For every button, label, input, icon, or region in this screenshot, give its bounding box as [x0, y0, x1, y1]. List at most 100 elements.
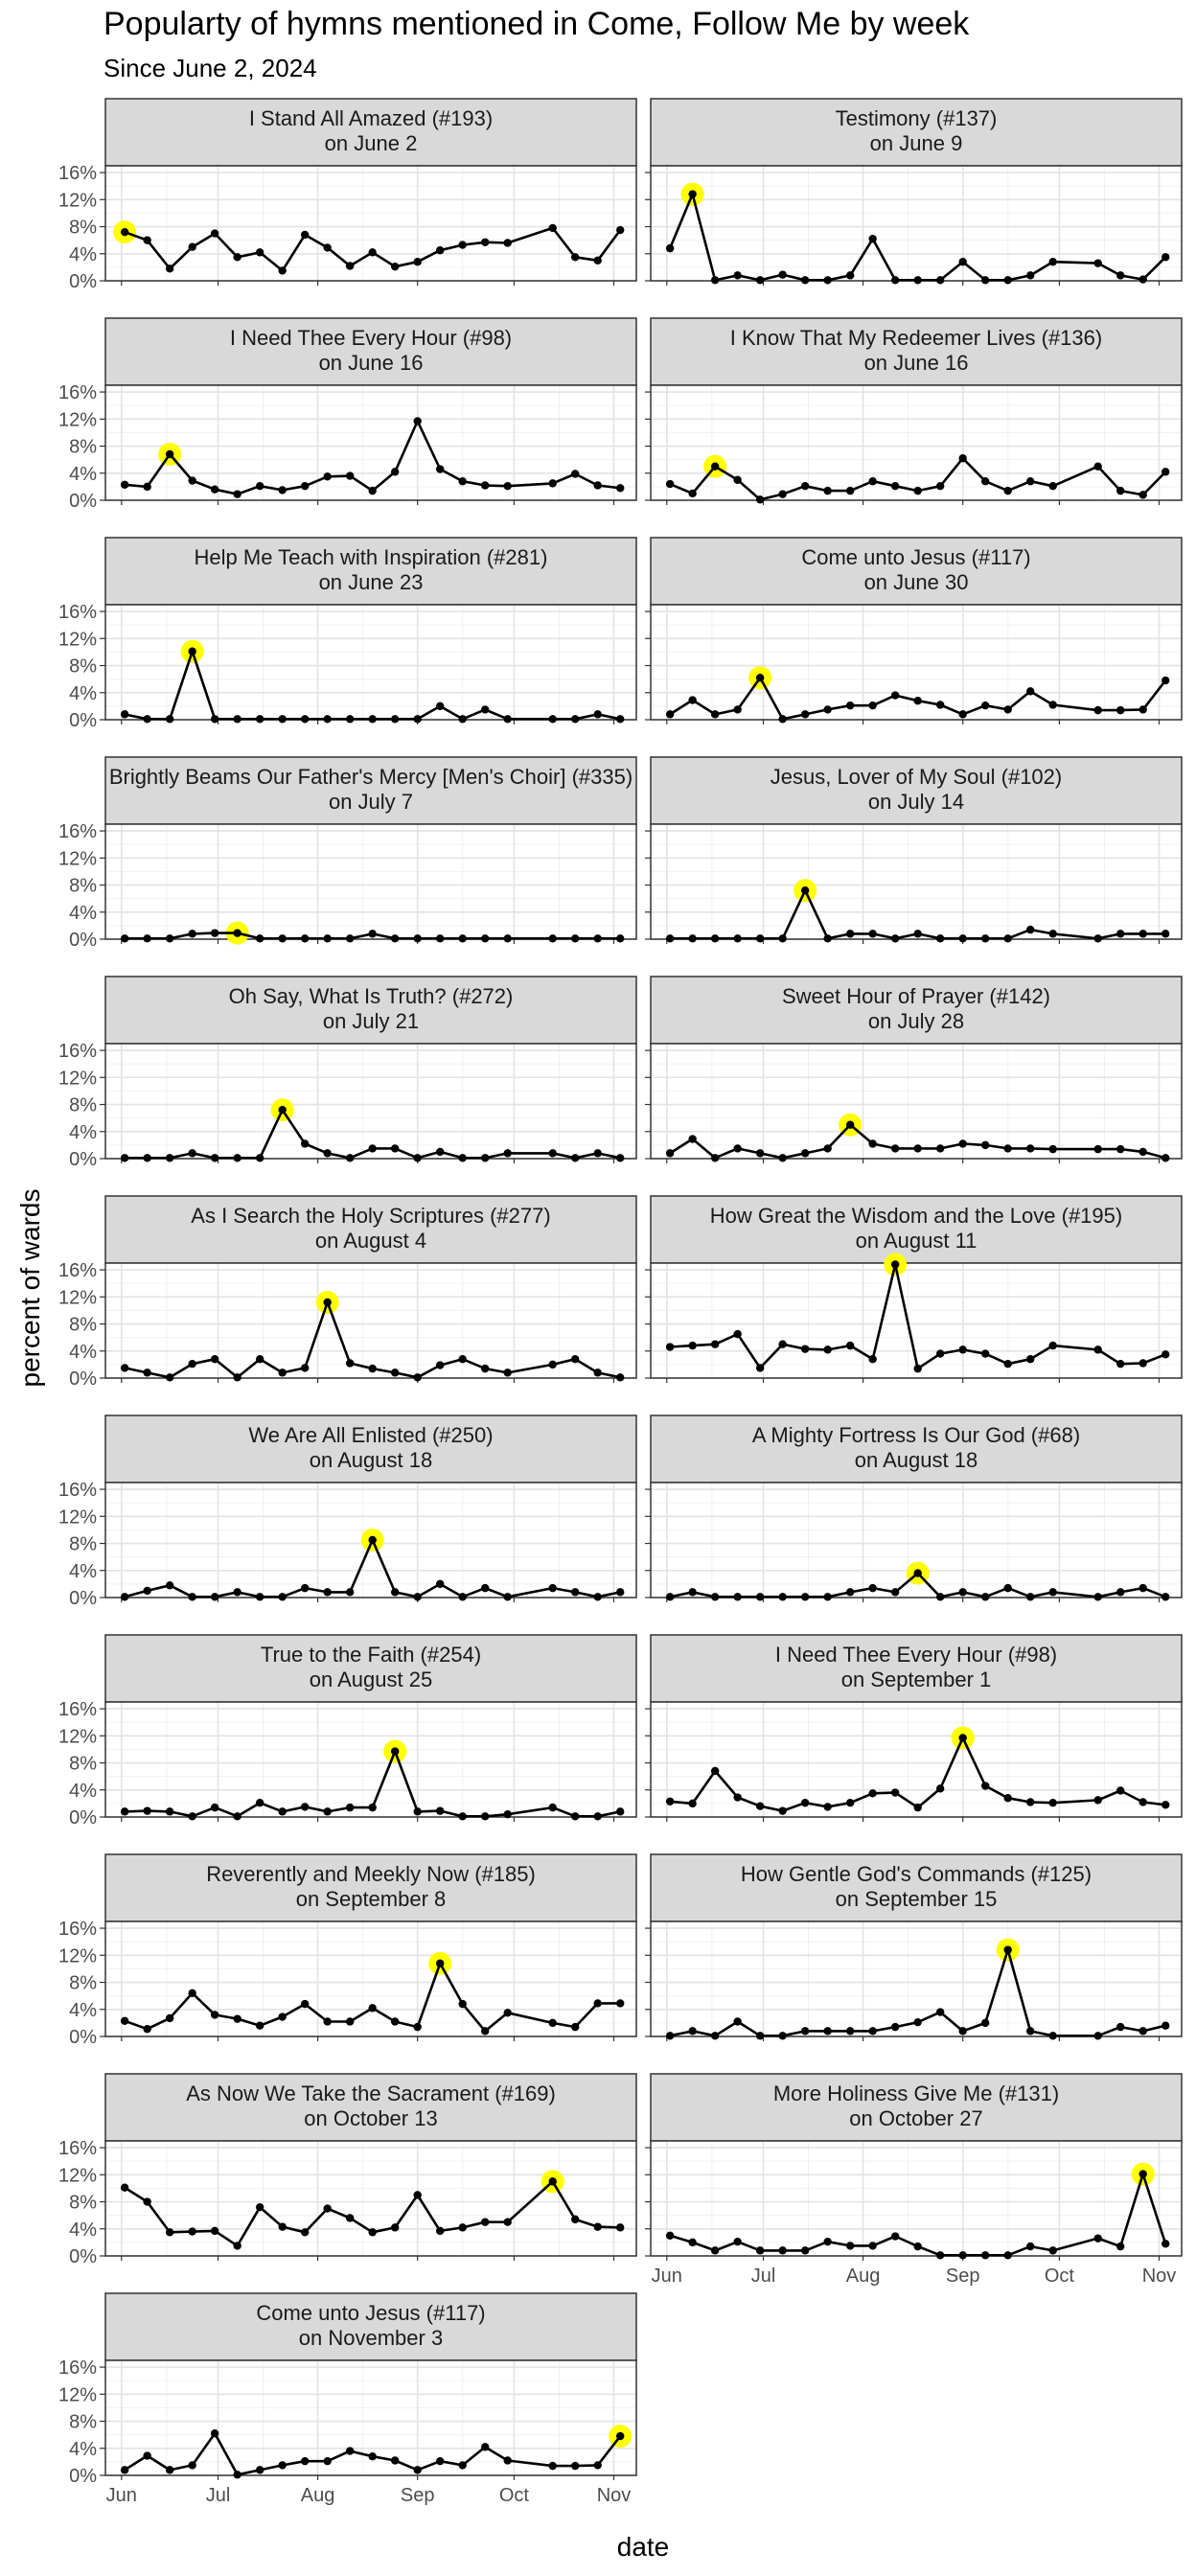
data-point: [548, 1803, 557, 1812]
data-point: [323, 472, 332, 481]
facet-label: I Need Thee Every Hour (#98): [230, 326, 512, 350]
data-point: [368, 2228, 377, 2237]
y-tick-label: 12%: [58, 848, 97, 869]
x-axis-label: date: [616, 2532, 670, 2562]
data-point: [913, 1364, 922, 1373]
data-point: [1162, 2021, 1170, 2030]
y-tick-label: 4%: [69, 2439, 97, 2460]
data-point: [1116, 930, 1125, 938]
data-point: [1093, 462, 1102, 471]
data-point: [823, 2237, 832, 2246]
data-point: [165, 2013, 174, 2023]
data-point: [845, 1588, 855, 1597]
facet-sublabel: on September 1: [841, 1668, 992, 1691]
data-point: [980, 1782, 990, 1790]
x-tick-label: Jun: [652, 2266, 682, 2287]
data-point: [300, 934, 310, 943]
y-tick-label: 12%: [58, 2165, 97, 2186]
facet-label: We Are All Enlisted (#250): [248, 1423, 493, 1447]
data-point: [120, 2466, 129, 2474]
facet-strip: [104, 98, 637, 167]
data-point: [823, 1803, 832, 1811]
data-point: [255, 2021, 264, 2030]
data-point: [890, 276, 900, 285]
facet-label: More Holiness Give Me (#131): [773, 2082, 1059, 2105]
data-point: [458, 2223, 467, 2232]
panel-border: [650, 1701, 1183, 1818]
y-tick-label: 8%: [69, 2412, 97, 2433]
data-point: [823, 486, 832, 495]
data-point: [1162, 1801, 1170, 1809]
data-point: [120, 480, 129, 489]
data-point: [188, 1593, 196, 1601]
strip-text-group: Come unto Jesus (#117)on June 30: [801, 545, 1030, 594]
data-point: [255, 1154, 264, 1162]
data-point: [413, 417, 422, 426]
data-point: [890, 1788, 900, 1797]
strip-text-group: We Are All Enlisted (#250)on August 18: [248, 1423, 493, 1472]
data-point: [323, 1588, 332, 1597]
facet-sublabel: on August 25: [310, 1668, 432, 1691]
data-point: [278, 2222, 287, 2231]
y-tick-label: 12%: [58, 1726, 97, 1747]
panel-background: [105, 824, 636, 939]
data-point: [1116, 1359, 1125, 1368]
data-point: [980, 276, 990, 285]
data-point: [548, 223, 557, 233]
data-point: [980, 1140, 990, 1150]
data-point: [503, 481, 512, 491]
series-line: [124, 1962, 621, 2033]
y-tick-label: 12%: [58, 1068, 97, 1089]
strip-text-group: Jesus, Lover of My Soul (#102)on July 14: [770, 765, 1062, 814]
data-point: [593, 481, 602, 490]
data-point: [710, 710, 720, 719]
data-point: [233, 1812, 242, 1821]
data-point: [980, 2251, 990, 2260]
data-point: [143, 2451, 151, 2460]
data-point: [345, 1154, 355, 1162]
data-point: [1162, 1593, 1170, 1601]
data-point: [823, 934, 832, 943]
data-point: [755, 1802, 765, 1810]
data-point: [958, 934, 967, 943]
strip-text-group: I Need Thee Every Hour (#98)on September…: [775, 1643, 1057, 1691]
data-point: [616, 1807, 625, 1816]
series-line: [124, 2431, 622, 2476]
data-point: [823, 276, 832, 285]
data-point: [1093, 705, 1102, 715]
data-point: [890, 1260, 900, 1269]
data-point: [1162, 468, 1170, 476]
data-point: [413, 1373, 422, 1382]
data-point: [733, 705, 742, 714]
data-point: [710, 276, 720, 285]
y-tick-label: 4%: [69, 2220, 97, 2241]
series-line: [669, 1948, 1166, 2037]
y-tick-label: 16%: [58, 163, 97, 184]
y-tick-label: 4%: [69, 683, 97, 704]
data-point: [665, 2231, 675, 2241]
series-line: [124, 1300, 621, 1379]
data-point: [300, 1139, 310, 1148]
data-point: [368, 1535, 377, 1545]
y-tick-label: 8%: [69, 876, 97, 897]
data-point: [1003, 1945, 1012, 1954]
data-point: [1048, 2246, 1057, 2255]
facet-strip: [104, 2292, 637, 2361]
data-point: [323, 2204, 332, 2213]
panel-border: [104, 384, 637, 501]
panel-background: [105, 2141, 636, 2256]
data-point: [868, 235, 877, 243]
data-point: [823, 1144, 832, 1153]
data-point: [413, 1154, 422, 1162]
data-point: [300, 1803, 310, 1811]
data-point: [210, 929, 219, 937]
y-tick-label: 16%: [58, 2138, 97, 2159]
data-point: [548, 1360, 557, 1369]
data-point: [480, 1812, 490, 1821]
data-point: [1003, 705, 1012, 714]
data-point: [755, 1593, 765, 1601]
facet-strip: [650, 537, 1183, 606]
y-tick-label: 8%: [69, 1754, 97, 1775]
facet-panel: How Gentle God's Commands (#125)on Septe…: [645, 1853, 1183, 2041]
data-point: [665, 1343, 675, 1351]
